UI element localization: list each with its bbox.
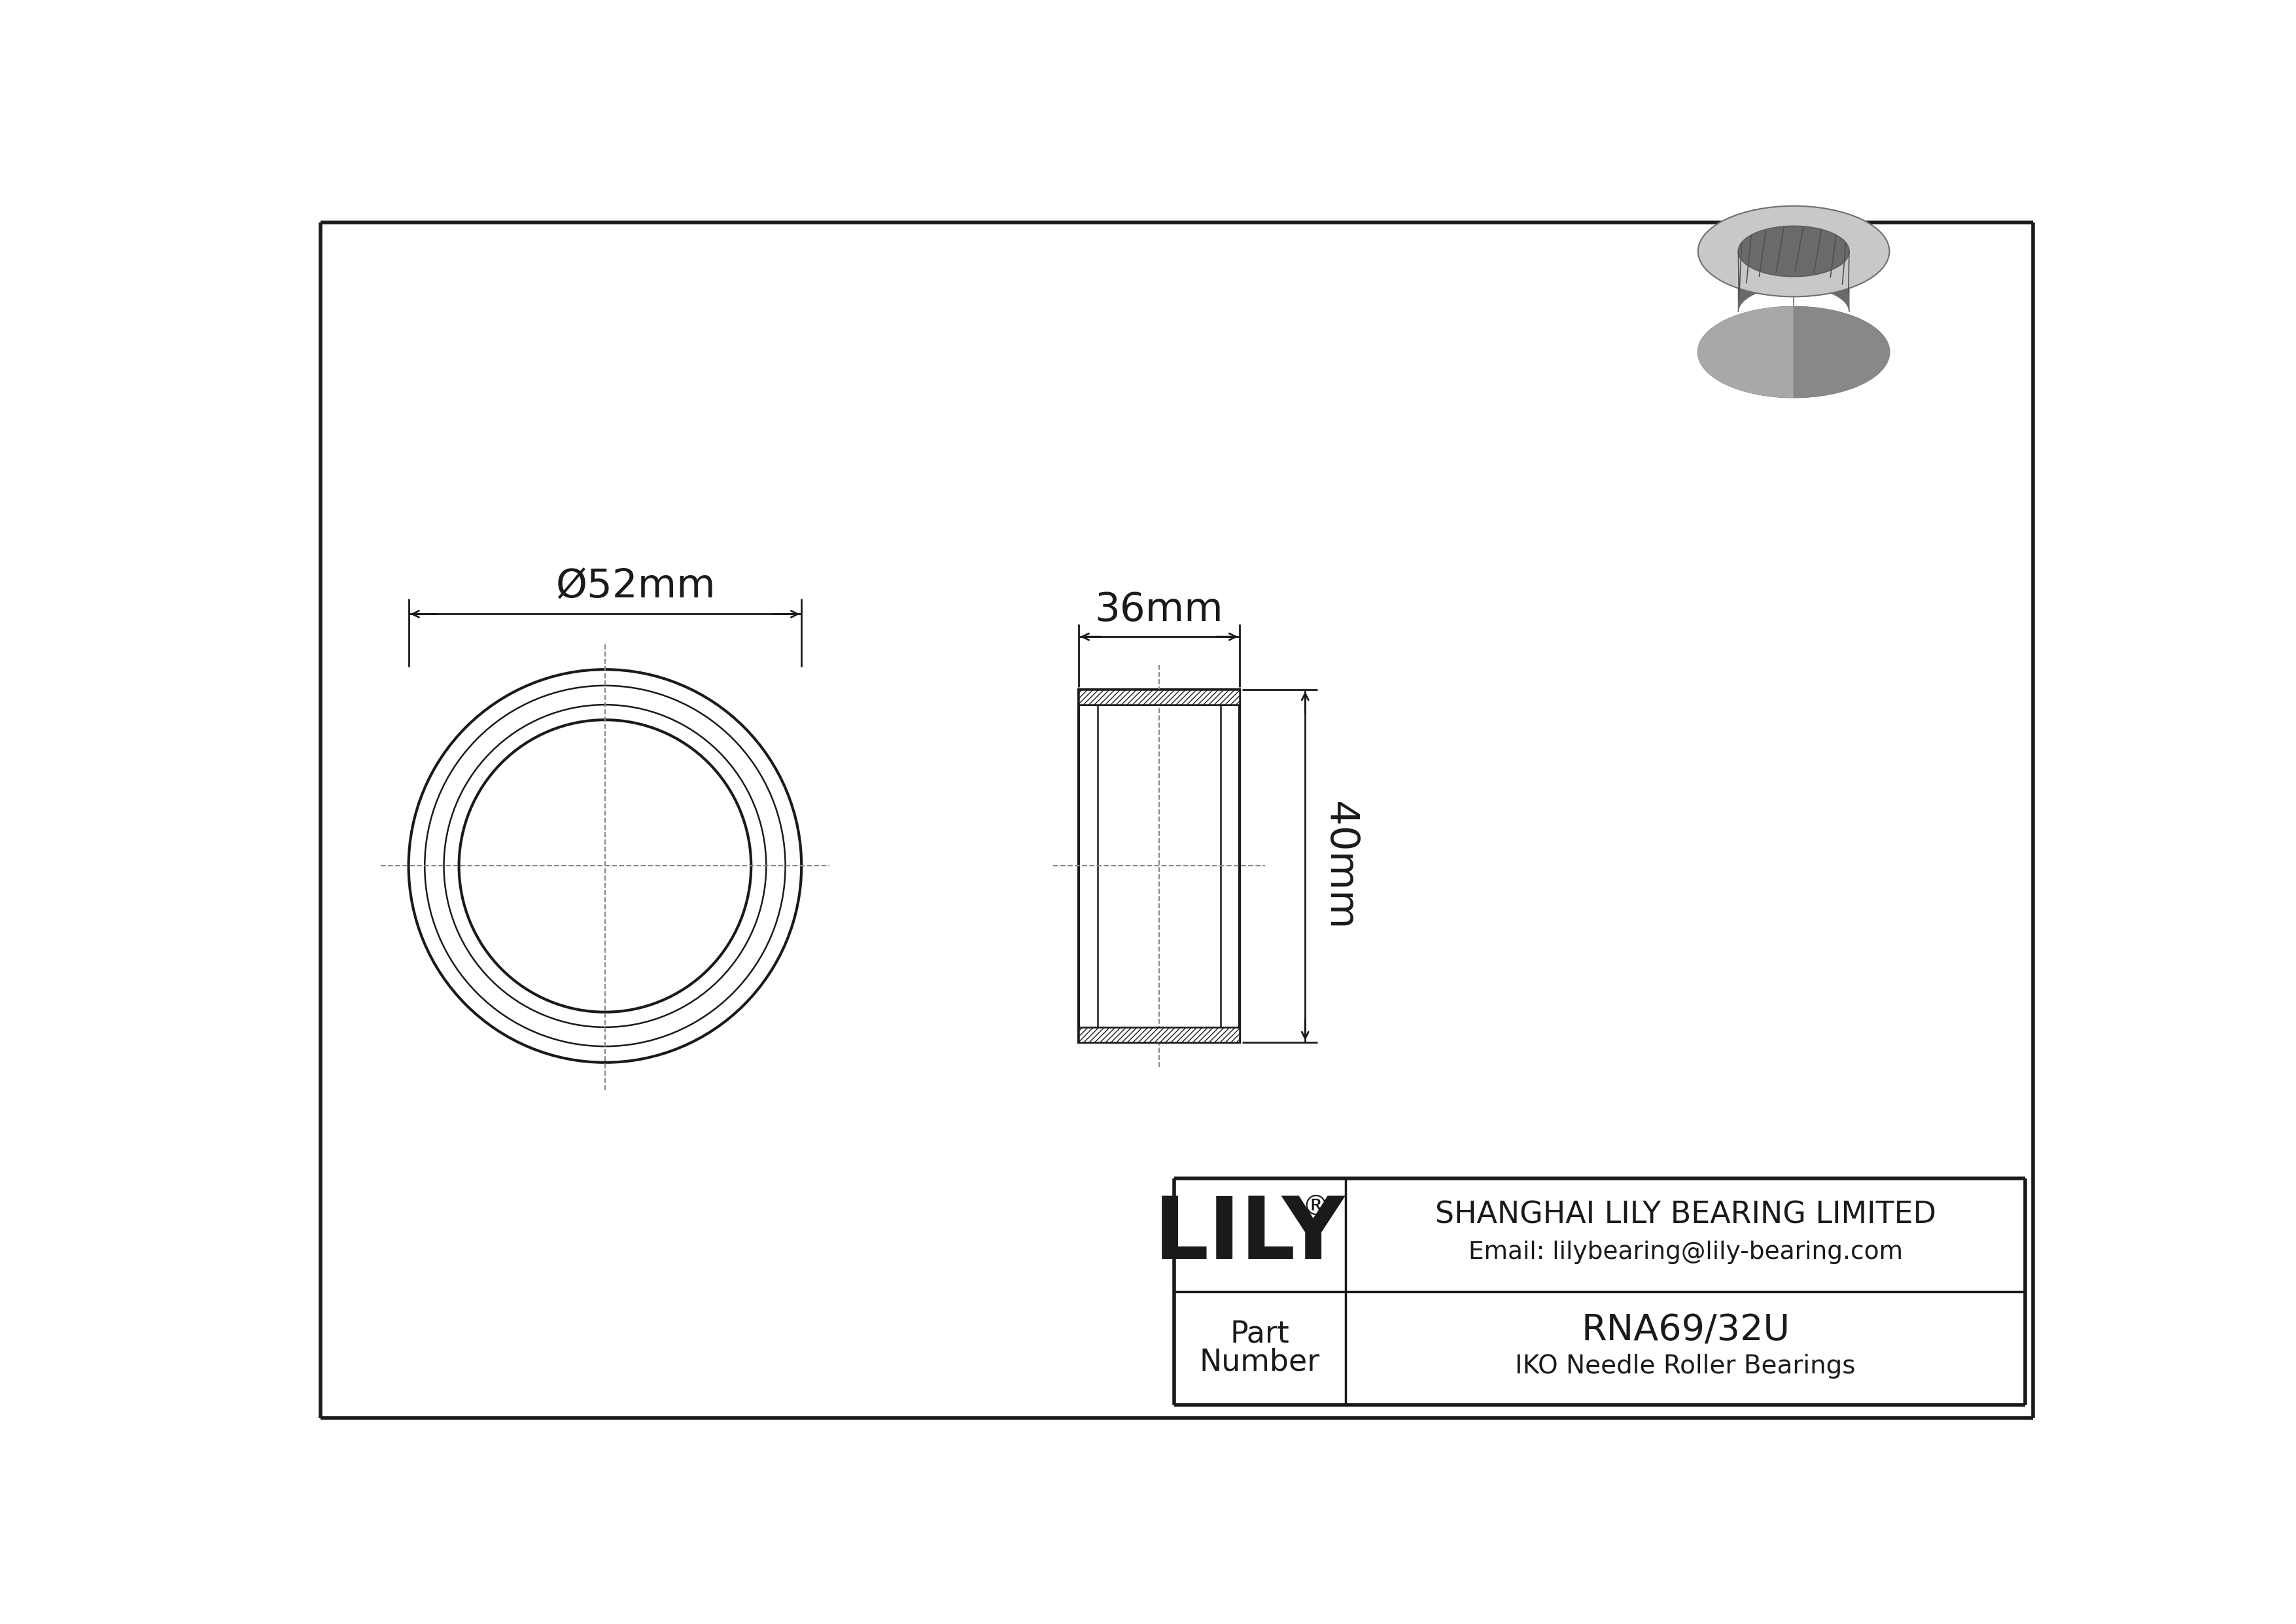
Text: 36mm: 36mm [1095,591,1224,628]
Bar [1079,690,1240,705]
Text: Ø52mm: Ø52mm [556,568,716,606]
Text: SHANGHAI LILY BEARING LIMITED: SHANGHAI LILY BEARING LIMITED [1435,1200,1936,1229]
Polygon shape [1793,206,1890,398]
Ellipse shape [1738,226,1848,276]
Text: Number: Number [1199,1348,1320,1377]
Ellipse shape [1699,307,1890,398]
Text: LILY: LILY [1155,1194,1345,1276]
Ellipse shape [1699,206,1890,297]
Bar [1079,690,1240,1043]
Text: IKO Needle Roller Bearings: IKO Needle Roller Bearings [1515,1353,1855,1379]
Text: Part: Part [1231,1320,1290,1350]
Text: 40mm: 40mm [1320,802,1359,931]
Text: RNA69/32U: RNA69/32U [1582,1314,1791,1348]
Text: Email: lilybearing@lily-bearing.com: Email: lilybearing@lily-bearing.com [1467,1241,1903,1265]
Polygon shape [1738,226,1848,312]
Text: ®: ® [1302,1194,1329,1221]
Polygon shape [1699,206,1793,398]
Bar [1079,1028,1240,1043]
